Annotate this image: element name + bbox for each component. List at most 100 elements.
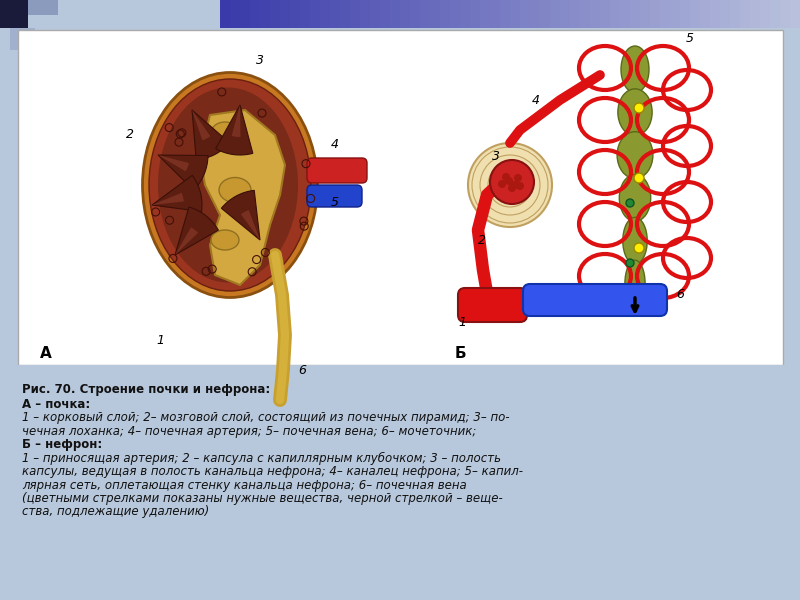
Text: 2: 2 bbox=[126, 128, 134, 142]
Text: Б: Б bbox=[455, 346, 466, 361]
Ellipse shape bbox=[625, 260, 645, 307]
Text: 1 – корковый слой; 2– мозговой слой, состоящий из почечных пирамид; 3– по-: 1 – корковый слой; 2– мозговой слой, сос… bbox=[22, 411, 510, 424]
Circle shape bbox=[490, 160, 534, 204]
Bar bbox=[660, 0, 670, 28]
FancyBboxPatch shape bbox=[307, 158, 367, 183]
Text: чечная лоханка; 4– почечная артерия; 5– почечная вена; 6– мочеточник;: чечная лоханка; 4– почечная артерия; 5– … bbox=[22, 425, 476, 437]
Text: 5: 5 bbox=[331, 196, 339, 209]
Bar bbox=[640, 0, 650, 28]
Bar bbox=[710, 0, 720, 28]
Ellipse shape bbox=[618, 89, 652, 136]
Bar bbox=[560, 0, 570, 28]
Bar bbox=[400, 0, 410, 28]
Text: (цветными стрелками показаны нужные вещества, черной стрелкой – веще-: (цветными стрелками показаны нужные веще… bbox=[22, 492, 502, 505]
Circle shape bbox=[634, 243, 644, 253]
Bar bbox=[590, 0, 600, 28]
Bar bbox=[770, 0, 780, 28]
Wedge shape bbox=[152, 175, 202, 212]
Bar bbox=[0, 0, 28, 28]
Text: 1: 1 bbox=[156, 334, 164, 346]
Bar bbox=[570, 0, 580, 28]
Ellipse shape bbox=[617, 131, 653, 179]
FancyBboxPatch shape bbox=[307, 185, 362, 207]
Bar bbox=[370, 0, 380, 28]
Bar bbox=[500, 0, 510, 28]
Wedge shape bbox=[192, 110, 210, 140]
Bar bbox=[610, 0, 620, 28]
Wedge shape bbox=[152, 193, 184, 205]
Bar bbox=[690, 0, 700, 28]
Text: 5: 5 bbox=[686, 31, 694, 44]
Bar bbox=[650, 0, 660, 28]
Bar bbox=[0, 365, 800, 600]
Bar bbox=[580, 0, 590, 28]
Bar bbox=[550, 0, 560, 28]
Bar bbox=[740, 0, 750, 28]
Bar bbox=[670, 0, 680, 28]
Ellipse shape bbox=[622, 217, 647, 264]
FancyBboxPatch shape bbox=[523, 284, 667, 316]
Circle shape bbox=[505, 177, 513, 185]
Bar bbox=[360, 0, 370, 28]
Text: 6: 6 bbox=[298, 364, 306, 377]
Bar bbox=[250, 0, 260, 28]
Ellipse shape bbox=[149, 79, 311, 291]
Bar bbox=[520, 0, 530, 28]
Bar bbox=[18, 30, 783, 365]
Bar bbox=[620, 0, 630, 28]
Bar bbox=[270, 0, 280, 28]
Bar bbox=[390, 0, 400, 28]
Bar bbox=[760, 0, 770, 28]
Text: 4: 4 bbox=[532, 94, 540, 107]
Text: 2: 2 bbox=[478, 233, 486, 247]
Text: 1: 1 bbox=[458, 316, 466, 329]
Bar bbox=[350, 0, 360, 28]
FancyBboxPatch shape bbox=[458, 288, 527, 322]
Bar bbox=[540, 0, 550, 28]
Bar bbox=[440, 0, 450, 28]
Bar bbox=[530, 0, 540, 28]
Circle shape bbox=[511, 181, 519, 189]
Wedge shape bbox=[158, 155, 189, 171]
Wedge shape bbox=[192, 110, 230, 160]
Text: 4: 4 bbox=[331, 139, 339, 151]
Bar bbox=[510, 0, 520, 28]
Bar bbox=[330, 0, 340, 28]
Ellipse shape bbox=[619, 175, 650, 221]
Bar bbox=[600, 0, 610, 28]
Wedge shape bbox=[175, 227, 198, 255]
Wedge shape bbox=[216, 105, 253, 155]
Bar bbox=[280, 0, 290, 28]
Bar bbox=[680, 0, 690, 28]
Bar bbox=[28, 0, 58, 15]
Bar bbox=[420, 0, 430, 28]
Text: ства, подлежащие удалению): ства, подлежащие удалению) bbox=[22, 505, 210, 518]
Text: А – почка:: А – почка: bbox=[22, 397, 90, 410]
Bar bbox=[410, 0, 420, 28]
Ellipse shape bbox=[158, 88, 298, 283]
Ellipse shape bbox=[211, 230, 239, 250]
Bar bbox=[630, 0, 640, 28]
Circle shape bbox=[498, 180, 506, 188]
Ellipse shape bbox=[219, 178, 251, 202]
Text: Рис. 70. Строение почки и нефрона:: Рис. 70. Строение почки и нефрона: bbox=[22, 383, 270, 396]
Bar bbox=[730, 0, 740, 28]
Bar bbox=[290, 0, 300, 28]
Text: 6: 6 bbox=[676, 289, 684, 301]
Bar bbox=[450, 0, 460, 28]
Bar bbox=[310, 0, 320, 28]
Circle shape bbox=[468, 143, 552, 227]
Wedge shape bbox=[222, 190, 260, 240]
Circle shape bbox=[626, 199, 634, 207]
Text: 1 – приносящая артерия; 2 – капсула с капиллярным клубочком; 3 – полость: 1 – приносящая артерия; 2 – капсула с ка… bbox=[22, 451, 501, 464]
Bar bbox=[240, 0, 250, 28]
Wedge shape bbox=[175, 207, 218, 255]
Ellipse shape bbox=[142, 73, 318, 298]
Text: А: А bbox=[40, 346, 52, 361]
Text: капсулы, ведущая в полость канальца нефрона; 4– каналец нефрона; 5– капил-: капсулы, ведущая в полость канальца нефр… bbox=[22, 465, 523, 478]
Circle shape bbox=[634, 103, 644, 113]
Text: Б – нефрон:: Б – нефрон: bbox=[22, 438, 102, 451]
Bar bbox=[790, 0, 800, 28]
Text: лярная сеть, оплетающая стенку канальца нефрона; 6– почечная вена: лярная сеть, оплетающая стенку канальца … bbox=[22, 479, 466, 491]
Circle shape bbox=[516, 182, 524, 190]
